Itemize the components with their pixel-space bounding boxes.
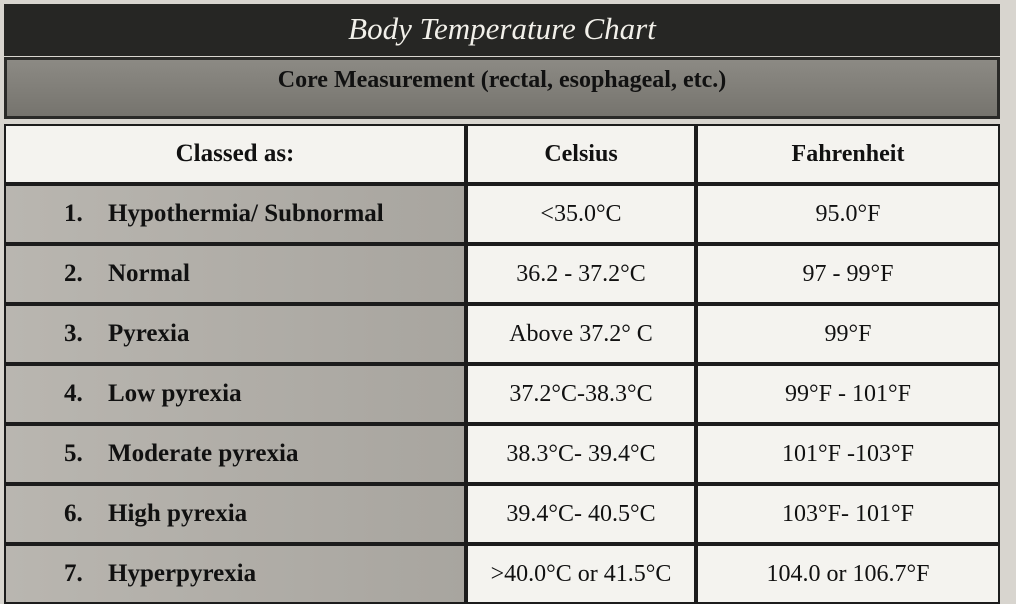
row-number: 6. xyxy=(64,500,83,527)
class-cell: 5. Moderate pyrexia xyxy=(4,424,466,484)
celsius-cell: 36.2 - 37.2°C xyxy=(466,244,696,304)
fahrenheit-cell: 101°F -103°F xyxy=(696,424,1000,484)
class-cell: 4. Low pyrexia xyxy=(4,364,466,424)
class-name: Normal xyxy=(108,260,190,287)
fahrenheit-cell: 95.0°F xyxy=(696,184,1000,244)
fahrenheit-cell: 103°F- 101°F xyxy=(696,484,1000,544)
fahrenheit-cell: 97 - 99°F xyxy=(696,244,1000,304)
title-bar: Body Temperature Chart xyxy=(4,4,1000,56)
row-number: 3. xyxy=(64,320,83,347)
celsius-cell: >40.0°C or 41.5°C xyxy=(466,544,696,604)
fahrenheit-cell: 99°F xyxy=(696,304,1000,364)
row-number: 1. xyxy=(64,200,83,227)
row-number: 2. xyxy=(64,260,83,287)
class-name: High pyrexia xyxy=(108,500,248,527)
title: Body Temperature Chart xyxy=(348,11,656,46)
fahrenheit-cell: 104.0 or 106.7°F xyxy=(696,544,1000,604)
celsius-cell: 38.3°C- 39.4°C xyxy=(466,424,696,484)
row-number: 4. xyxy=(64,380,83,407)
column-header: Fahrenheit xyxy=(696,124,1000,184)
column-header: Classed as: xyxy=(4,124,466,184)
page: Body Temperature Chart {"header": {"titl… xyxy=(4,4,1000,604)
celsius-cell: 39.4°C- 40.5°C xyxy=(466,484,696,544)
page-body: Body Temperature Chart Core Measurement … xyxy=(4,4,1000,604)
celsius-cell: 37.2°C-38.3°C xyxy=(466,364,696,424)
row-number: 7. xyxy=(64,560,83,587)
class-name: Low pyrexia xyxy=(108,380,242,407)
class-name: Hypothermia/ Subnormal xyxy=(108,200,384,227)
class-cell: 7. Hyperpyrexia xyxy=(4,544,466,604)
class-cell: 1. Hypothermia/ Subnormal xyxy=(4,184,466,244)
class-cell: 2. Normal xyxy=(4,244,466,304)
column-header: Celsius xyxy=(466,124,696,184)
class-name: Pyrexia xyxy=(108,320,190,347)
class-name: Moderate pyrexia xyxy=(108,440,299,467)
celsius-cell: <35.0°C xyxy=(466,184,696,244)
class-cell: 3. Pyrexia xyxy=(4,304,466,364)
row-number: 5. xyxy=(64,440,83,467)
class-name: Hyperpyrexia xyxy=(108,560,257,587)
celsius-cell: Above 37.2° C xyxy=(466,304,696,364)
subtitle: Core Measurement (rectal, esophageal, et… xyxy=(277,67,727,93)
class-cell: 6. High pyrexia xyxy=(4,484,466,544)
subtitle-bar: Core Measurement (rectal, esophageal, et… xyxy=(4,57,1000,119)
fahrenheit-cell: 99°F - 101°F xyxy=(696,364,1000,424)
